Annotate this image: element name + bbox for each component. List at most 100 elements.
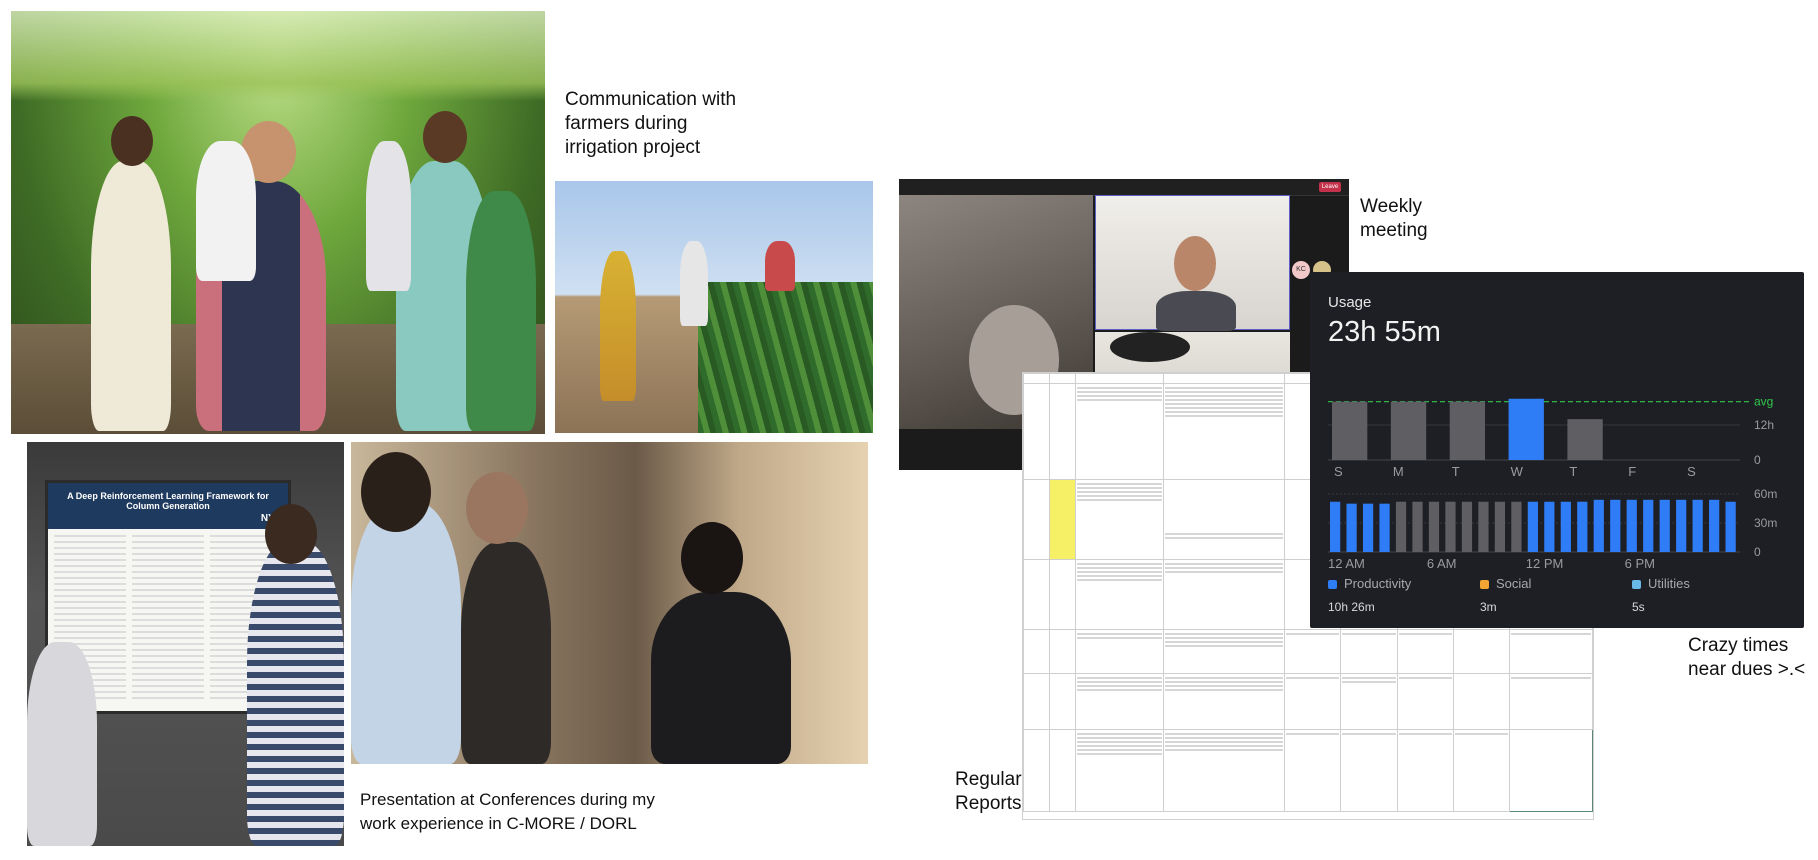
- hour-label: 12 AM: [1328, 556, 1365, 571]
- weekly-caption-line-1: Weekly: [1360, 196, 1422, 217]
- hour-bar: [1560, 501, 1571, 552]
- farmers-caption-line-1: Communication with: [565, 89, 737, 110]
- hour-bar: [1659, 499, 1670, 552]
- farmers-caption-line-2: farmers during: [565, 113, 688, 134]
- hour-label: 6 AM: [1427, 556, 1457, 571]
- attendee-figure-4: [461, 542, 551, 764]
- day-label: F: [1628, 464, 1636, 479]
- hour-bar: [1428, 501, 1440, 552]
- hour-bar: [1593, 499, 1604, 552]
- farmers-caption: Communication with farmers during irriga…: [565, 88, 736, 160]
- farmers-caption-line-3: irrigation project: [565, 137, 701, 158]
- man-figure-2: [366, 141, 411, 291]
- regular-caption-line-2: Reports: [955, 793, 1022, 814]
- day-label: M: [1393, 464, 1404, 479]
- participant-figure-2: [1156, 291, 1236, 331]
- poster-header: A Deep Reinforcement Learning Framework …: [48, 483, 288, 529]
- poster-title: A Deep Reinforcement Learning Framework …: [67, 491, 269, 511]
- vineyard-canopy: [11, 11, 545, 101]
- hour-bar: [1346, 503, 1357, 552]
- attendee-figure-3: [351, 502, 461, 764]
- social-value: 3m: [1480, 600, 1497, 614]
- usage-chart: avg 12h 0 S M T W T F S 60m 30m 0 12 AM 6 AM 12 PM 6 PM: [1328, 395, 1777, 571]
- hour-bar: [1461, 501, 1473, 552]
- avg-label: avg: [1754, 395, 1773, 409]
- productivity-dot: [1328, 580, 1337, 589]
- hour-bar: [1511, 501, 1522, 552]
- attendee-head: [265, 504, 317, 564]
- hour-bar: [1395, 501, 1407, 552]
- field-photo: [555, 181, 873, 433]
- hour-bar: [1725, 501, 1736, 552]
- hour-bar: [1643, 499, 1654, 552]
- conference-caption-line-1: Presentation at Conferences during my: [360, 790, 655, 809]
- hour-tick-label: 60m: [1754, 487, 1777, 501]
- attendee-figure: [247, 542, 344, 846]
- hour-bar: [1676, 499, 1687, 552]
- crazy-times-caption: Crazy times near dues >.<: [1688, 634, 1805, 682]
- farmer-head-2: [423, 111, 467, 163]
- hour-bar: [1445, 501, 1456, 552]
- leave-button[interactable]: Leave: [1319, 182, 1341, 192]
- day-bar: [1567, 419, 1603, 460]
- attendee-head-2: [361, 452, 431, 532]
- hour-bar: [1610, 499, 1621, 552]
- social-dot: [1480, 580, 1489, 589]
- attendee-head-3: [466, 472, 528, 544]
- corn-crop: [698, 281, 873, 433]
- participant-head-2: [1174, 236, 1216, 291]
- regular-caption-line-1: Regular: [955, 769, 1022, 790]
- productivity-value: 10h 26m: [1328, 600, 1375, 614]
- utilities-value: 5s: [1632, 600, 1645, 614]
- hour-bar: [1626, 499, 1637, 552]
- usage-title: Usage: [1328, 294, 1372, 311]
- hour-bar: [1330, 501, 1341, 552]
- conference-caption: Presentation at Conferences during my wo…: [360, 788, 655, 836]
- participant-tile-2: [1095, 195, 1290, 331]
- farmer-figure-4: [765, 241, 795, 291]
- weekly-caption-line-2: meeting: [1360, 220, 1428, 241]
- hour-label: 6 PM: [1625, 556, 1655, 571]
- day-bar: [1449, 401, 1486, 460]
- hour-bar: [1478, 501, 1489, 552]
- hour-bar: [1379, 503, 1390, 552]
- hour-bar: [1544, 501, 1555, 552]
- crazy-caption-line-1: Crazy times: [1688, 635, 1789, 656]
- utilities-dot: [1632, 580, 1641, 589]
- hour-bar: [1692, 499, 1703, 552]
- presenter-head: [681, 522, 743, 594]
- table-row: [1023, 729, 1593, 812]
- usage-total: 23h 55m: [1328, 316, 1441, 348]
- y-tick-label: 12h: [1754, 418, 1774, 432]
- hour-tick-label: 0: [1754, 545, 1761, 559]
- conference-photo: [351, 442, 868, 764]
- productivity-label: Productivity: [1344, 576, 1412, 591]
- farmer-woman-figure: [600, 251, 636, 401]
- farmer-figure-3: [680, 241, 708, 326]
- day-bar: [1390, 401, 1427, 460]
- day-label: S: [1687, 464, 1696, 479]
- attendee-figure-2: [27, 642, 97, 846]
- social-label: Social: [1496, 576, 1532, 591]
- hour-bar: [1362, 503, 1374, 552]
- farmers-vineyard-photo: [11, 11, 545, 434]
- hour-bar: [1494, 501, 1506, 552]
- presenter-figure: [651, 592, 791, 764]
- usage-widget: Usage 23h 55m avg 12h 0 S M T W T F S 60m 30m 0 12 AM…: [1310, 272, 1804, 628]
- hour-label: 12 PM: [1526, 556, 1564, 571]
- meeting-toolbar: Leave: [899, 179, 1349, 196]
- woman-figure: [466, 191, 536, 431]
- participant-avatar-kc[interactable]: KC: [1292, 261, 1310, 279]
- day-label: S: [1334, 464, 1343, 479]
- y-tick-label: 0: [1754, 453, 1761, 467]
- weekly-caption: Weekly meeting: [1360, 195, 1428, 243]
- day-label: T: [1452, 464, 1460, 479]
- hour-bar: [1412, 501, 1423, 552]
- hour-bar: [1527, 501, 1538, 552]
- hour-tick-label: 30m: [1754, 516, 1777, 530]
- day-label: W: [1511, 464, 1524, 479]
- hour-bar: [1709, 499, 1720, 552]
- poster-photo: A Deep Reinforcement Learning Framework …: [27, 442, 344, 846]
- day-bar: [1508, 398, 1544, 460]
- conference-caption-line-2: work experience in C-MORE / DORL: [360, 814, 637, 833]
